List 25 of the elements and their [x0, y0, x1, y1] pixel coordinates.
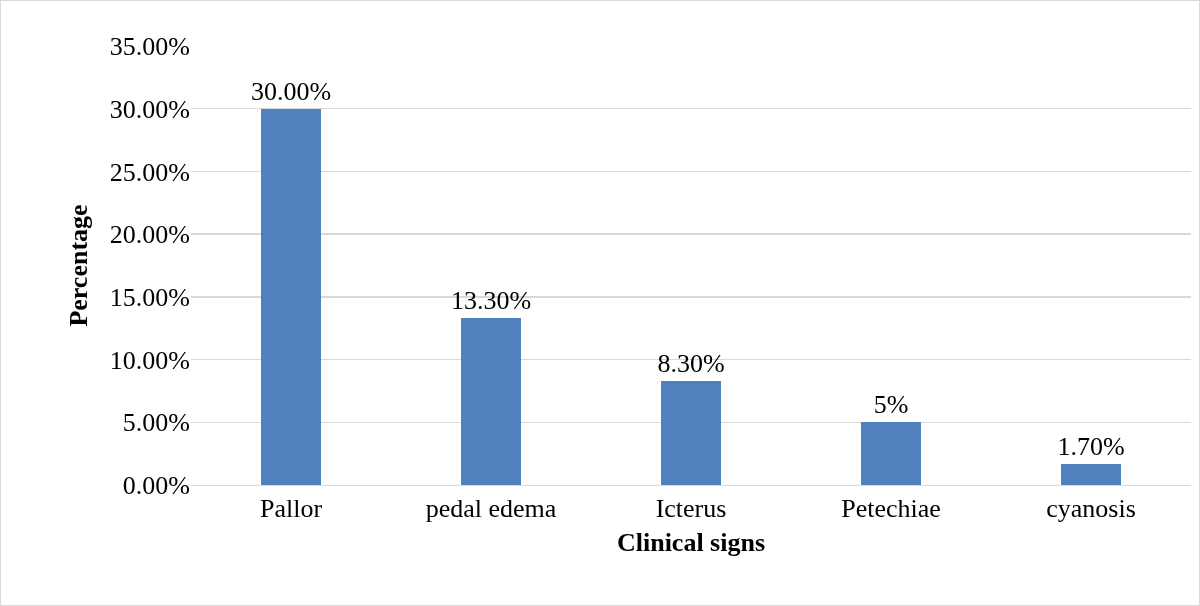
- x-tick-label: Pallor: [259, 494, 323, 524]
- y-tick-label: 20.00%: [109, 220, 190, 250]
- bar: [661, 380, 721, 485]
- x-tick-label: Petechiae: [841, 494, 941, 524]
- x-tick-label: Icterus: [655, 494, 727, 524]
- data-label: 1.70%: [1057, 431, 1125, 461]
- y-axis-title: Percentage: [64, 204, 94, 327]
- y-tick-label: 15.00%: [109, 282, 190, 312]
- y-tick-label: 5.00%: [122, 408, 190, 438]
- data-label: 13.30%: [450, 286, 532, 316]
- bar: [461, 318, 521, 485]
- y-tick-label: 25.00%: [109, 157, 190, 187]
- bar: [861, 422, 921, 485]
- bar: [1061, 463, 1121, 485]
- x-tick-label: cyanosis: [1046, 494, 1136, 524]
- bar: [261, 108, 321, 485]
- y-tick-label: 0.00%: [122, 471, 190, 501]
- y-tick-label: 35.00%: [109, 32, 190, 62]
- data-label: 8.30%: [657, 348, 725, 378]
- y-tick-label: 10.00%: [109, 345, 190, 375]
- data-label: 5%: [873, 390, 909, 420]
- data-label: 30.00%: [250, 76, 332, 106]
- x-tick-label: pedal edema: [425, 494, 557, 524]
- x-axis-title: Clinical signs: [616, 527, 766, 557]
- y-tick-label: 30.00%: [109, 94, 190, 124]
